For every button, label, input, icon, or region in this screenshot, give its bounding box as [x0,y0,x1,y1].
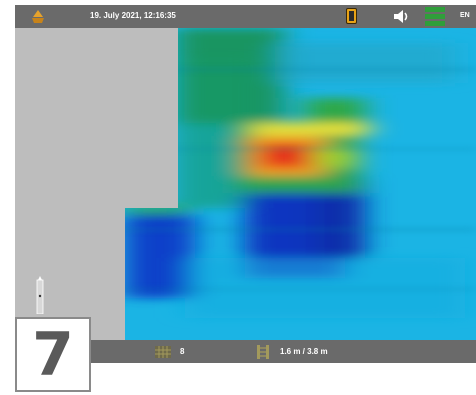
battery-icon[interactable] [425,7,445,26]
ground-scan-heatmap [15,28,476,340]
distance-readout: 1.6 m / 3.8 m [280,347,328,356]
scan-count: 8 [180,347,185,356]
step-number: 7 [32,320,74,390]
scan-count-icon [155,346,171,358]
speaker-icon[interactable] [393,9,410,24]
device-screen: 19. July 2021, 12:16:35 EN [15,5,476,363]
logo-icon [32,10,44,23]
date-time: 19. July 2021, 12:16:35 [90,11,176,20]
depth-marker-icon [36,276,44,314]
top-status-bar: 19. July 2021, 12:16:35 EN [15,5,476,28]
step-number-box: 7 [15,317,91,392]
bottom-status-bar: 8 1.6 m / 3.8 m [15,340,476,363]
device-icon[interactable] [346,8,357,24]
language-selector[interactable]: EN [460,12,470,19]
distance-icon [257,345,269,359]
scan-image [15,28,476,340]
